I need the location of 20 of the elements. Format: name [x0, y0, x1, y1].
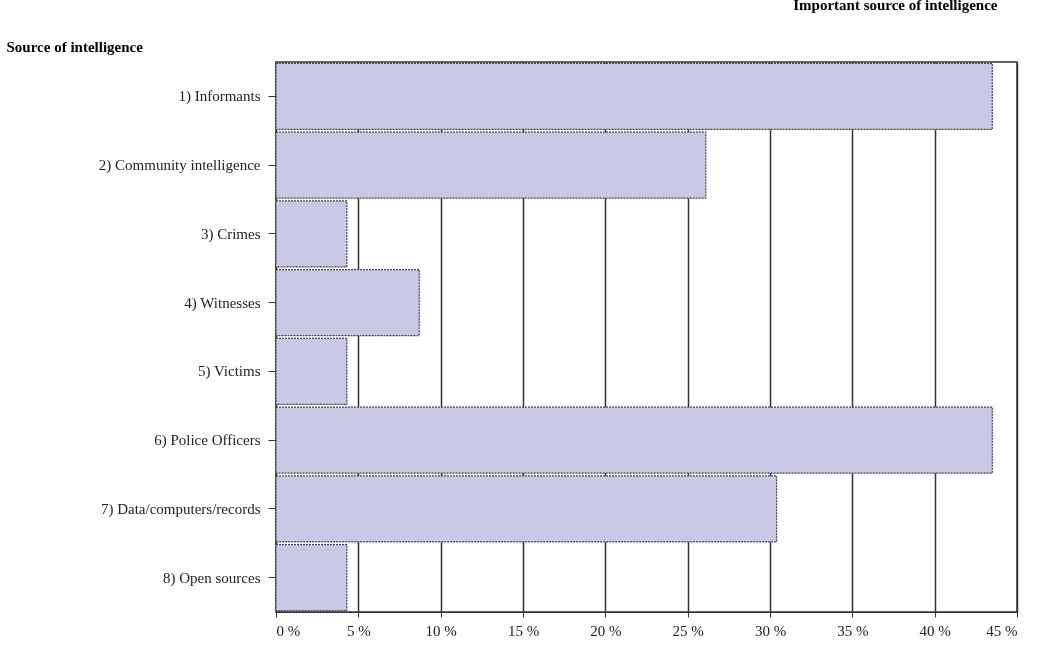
x-tick-label: 25 % [672, 622, 704, 639]
x-tick-label: 5 % [346, 622, 371, 639]
y-tick-label: 2) Community intelligence [98, 157, 261, 175]
y-tick-label: 7) Data/computers/records [100, 500, 261, 518]
y-tick-label: 8) Open sources [163, 569, 261, 587]
x-tick-label: 15 % [507, 622, 540, 639]
x-tick-label: 30 % [754, 622, 787, 639]
x-tick-label: 0 % [276, 622, 301, 639]
y-tick-label: 6) Police Officers [154, 432, 261, 450]
x-tick-label: 45 % [986, 622, 1018, 639]
y-tick-label: 3) Crimes [200, 225, 261, 243]
y-tick-label: 1) Informants [178, 88, 261, 106]
y-axis-title: Source of intelligence [6, 38, 144, 55]
x-tick-label: 20 % [590, 622, 622, 639]
x-tick-label: 35 % [837, 622, 869, 639]
y-tick-label: 5) Victims [197, 363, 261, 381]
x-tick-label: 10 % [425, 622, 457, 639]
y-tick-label: 4) Witnesses [184, 294, 261, 312]
x-tick-label: 40 % [919, 622, 951, 639]
chart-title: Important source of intelligence [793, 0, 998, 13]
